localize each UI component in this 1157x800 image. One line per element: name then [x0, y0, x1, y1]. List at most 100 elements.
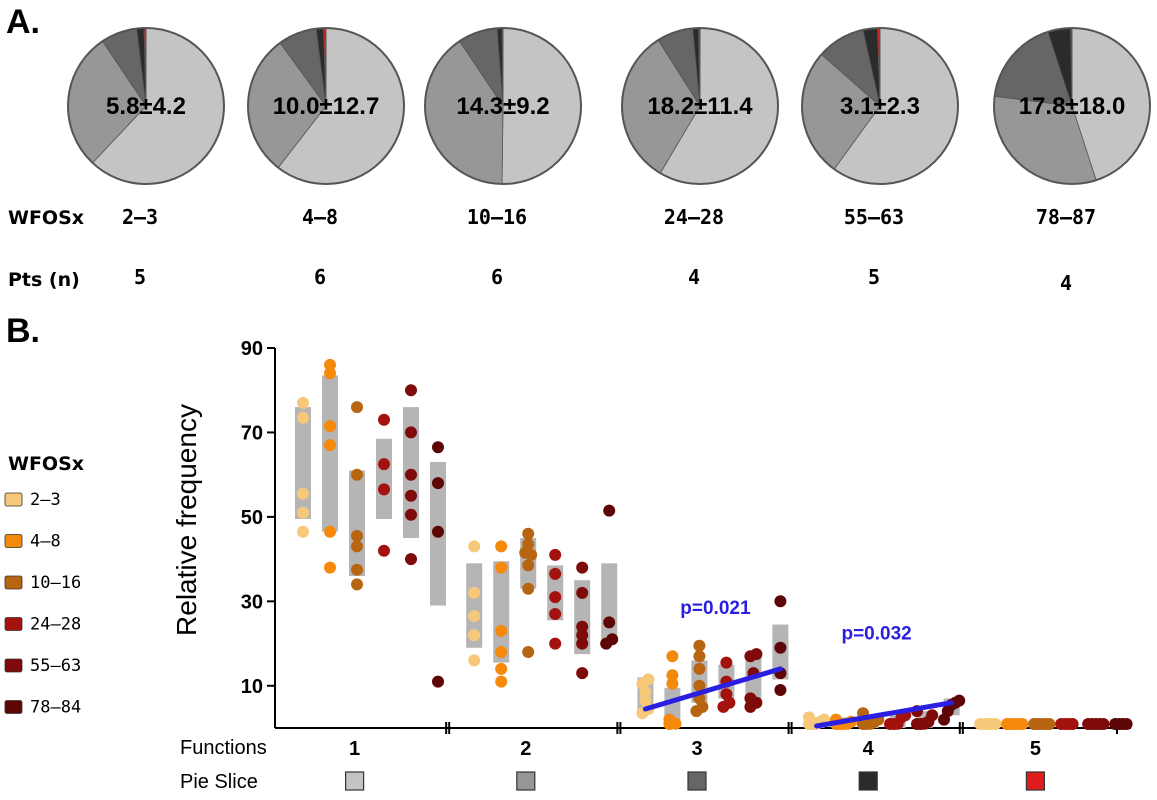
- pie-slice-swatch: [1025, 771, 1046, 791]
- pie-center-label: 3.1±2.3: [840, 93, 920, 120]
- data-point: [351, 563, 363, 576]
- function-label: 2: [520, 738, 531, 760]
- wfosx-value: 10–16: [467, 205, 527, 229]
- wfosx-value: 55–63: [844, 205, 904, 229]
- pie-center-label: 17.8±18.0: [1019, 93, 1126, 120]
- pie-center-label: 18.2±11.4: [647, 93, 753, 120]
- y-tick-label: 70: [241, 422, 263, 444]
- data-point: [432, 525, 444, 538]
- data-point: [663, 713, 676, 726]
- data-point: [774, 595, 787, 608]
- data-point: [468, 586, 481, 599]
- legend-entry: 2–3: [30, 490, 61, 510]
- data-point: [744, 692, 757, 705]
- pie-55-63: 3.1±2.3: [801, 27, 959, 185]
- data-point: [522, 538, 535, 551]
- wfosx-value: 2–3: [122, 205, 158, 229]
- data-point: [576, 667, 589, 680]
- data-point: [432, 675, 444, 688]
- wfosx-value: 78–87: [1036, 205, 1096, 229]
- range-bar: [322, 375, 338, 532]
- pie-outline: [993, 27, 1151, 185]
- data-point: [720, 688, 733, 701]
- data-point: [495, 646, 508, 658]
- data-point: [432, 441, 444, 454]
- data-point: [576, 586, 589, 599]
- wfosx-row-label: WFOSx: [8, 207, 84, 229]
- pie-10-16: 14.3±9.2: [424, 27, 582, 185]
- data-point: [297, 487, 309, 500]
- range-bar: [493, 561, 510, 663]
- data-point: [576, 629, 589, 642]
- data-point: [495, 624, 508, 637]
- range-bar: [376, 438, 392, 519]
- scatter-plot: 10 30 50 70 90 Relative frequency p=0.021 p=0.0…: [171, 338, 1133, 793]
- function-label: 4: [863, 738, 875, 760]
- data-point: [468, 654, 481, 667]
- trend-line: [642, 666, 783, 712]
- data-point: [606, 633, 619, 646]
- data-point: [324, 420, 336, 433]
- range-bar: [295, 407, 311, 519]
- data-point: [324, 439, 336, 452]
- data-point: [297, 396, 309, 409]
- data-point: [774, 684, 787, 696]
- data-point: [324, 367, 336, 380]
- data-point: [576, 637, 589, 650]
- data-point: [297, 411, 309, 424]
- data-point: [693, 679, 706, 692]
- y-axis-title: Relative frequency: [171, 404, 202, 636]
- data-point: [324, 358, 336, 371]
- panel-a-label: A.: [6, 3, 40, 41]
- pie-outline: [424, 27, 582, 185]
- p-value-label: p=0.032: [841, 623, 911, 644]
- data-point: [351, 401, 363, 414]
- data-point: [405, 426, 417, 439]
- pie-row: 5.8±4.2 10.0±12.7 14.3±9.2 18.2±11.4 3.1±2.3…: [67, 27, 1151, 185]
- data-point: [405, 489, 417, 502]
- data-point: [405, 553, 417, 566]
- legend-entry: 55–63: [30, 656, 81, 676]
- data-point: [468, 629, 481, 642]
- data-point: [297, 506, 309, 519]
- data-point: [603, 504, 616, 517]
- data-point: [549, 591, 562, 604]
- legend-entry: 78–84: [30, 698, 81, 718]
- pie-center-label: 10.0±12.7: [273, 93, 380, 120]
- data-point: [468, 540, 481, 553]
- data-point: [405, 468, 417, 481]
- data-point: [432, 477, 444, 490]
- data-point: [324, 525, 336, 538]
- data-point: [953, 694, 966, 707]
- range-bar: [466, 563, 483, 648]
- data-point: [1001, 718, 1014, 730]
- data-point: [1028, 718, 1041, 730]
- data-point: [1043, 718, 1056, 730]
- data-point: [495, 662, 508, 675]
- data-point: [378, 413, 390, 426]
- data-point: [693, 650, 706, 663]
- data-point: [351, 468, 363, 481]
- data-point: [1066, 718, 1079, 730]
- functions-label: Functions: [180, 737, 267, 759]
- data-point: [324, 561, 336, 574]
- legend-swatch: [4, 700, 23, 714]
- data-point: [549, 637, 562, 650]
- y-tick-label: 10: [241, 676, 263, 698]
- p-value-label: p=0.021: [680, 598, 751, 619]
- data-point: [351, 540, 363, 553]
- data-point: [297, 525, 309, 538]
- pie-slice-swatch: [687, 771, 707, 791]
- data-point: [639, 694, 652, 707]
- data-point: [693, 639, 706, 652]
- data-point: [1016, 718, 1029, 730]
- legend-entry: 24–28: [30, 615, 81, 635]
- pie-outline: [801, 27, 959, 185]
- pts-value: 4: [688, 265, 700, 289]
- pie-center-label: 5.8±4.2: [106, 93, 186, 120]
- data-point: [666, 677, 679, 690]
- wfosx-value: 24–28: [664, 205, 724, 229]
- data-point: [720, 656, 733, 669]
- data-point: [989, 718, 1002, 730]
